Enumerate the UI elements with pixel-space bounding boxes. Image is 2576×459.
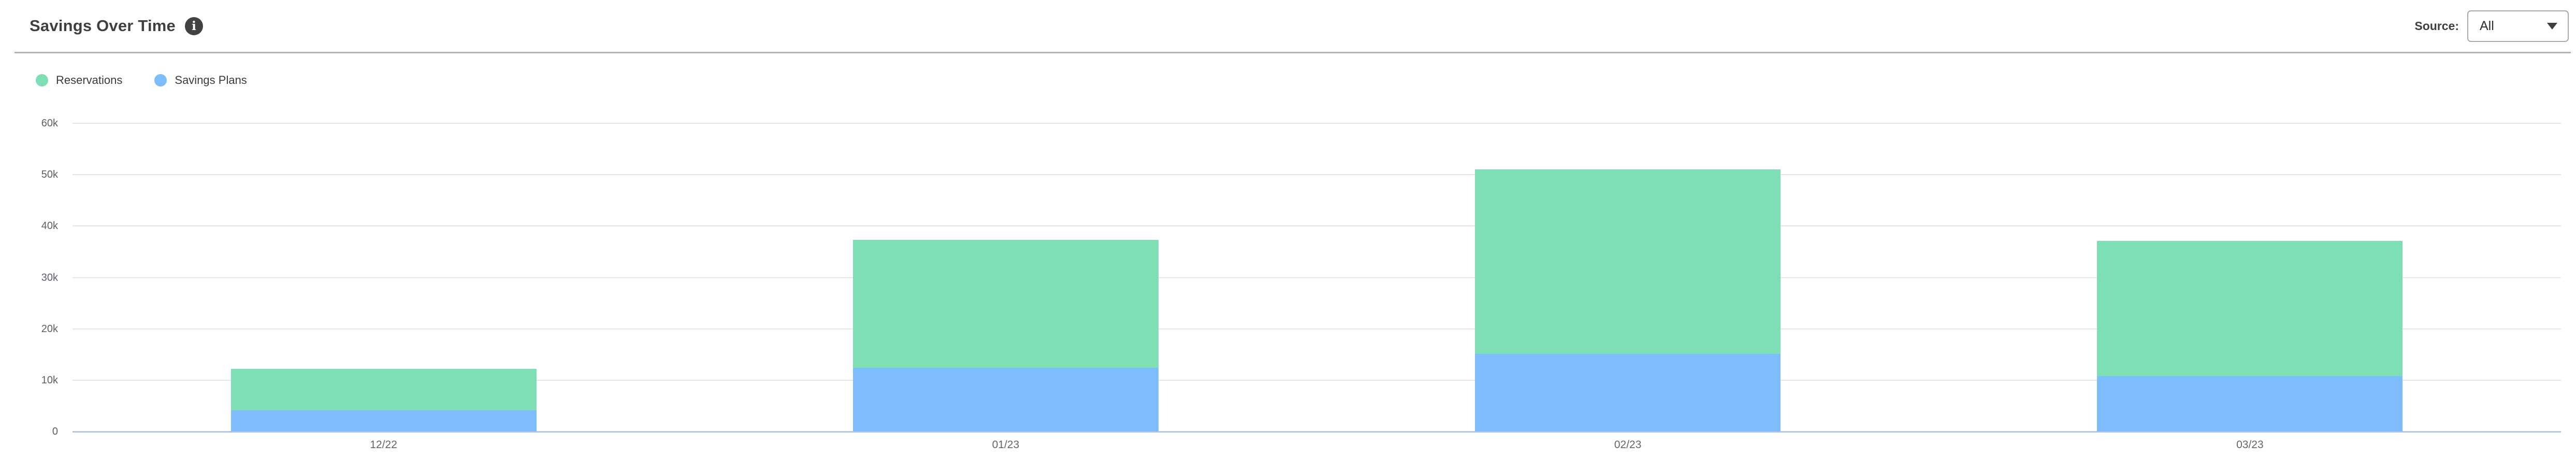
bar-segment-savings-plans-12-22[interactable]: [230, 410, 537, 432]
y-axis-tick-label-60k: 60k: [41, 118, 58, 129]
chart-legend: Reservations Savings Plans: [36, 74, 247, 87]
source-control: Source: All: [2414, 10, 2569, 42]
title-group: Savings Over Time i: [30, 17, 203, 35]
bar-segment-savings-plans-01-23[interactable]: [852, 368, 1159, 432]
x-axis-tick-label-03-23: 03/23: [2236, 439, 2264, 451]
bar-segment-reservations-02-23[interactable]: [1475, 169, 1781, 354]
bar-segment-reservations-01-23[interactable]: [852, 240, 1159, 368]
bar-segment-reservations-03-23[interactable]: [2097, 241, 2403, 376]
savings-plans-swatch-icon: [154, 74, 167, 87]
legend-item-reservations[interactable]: Reservations: [36, 74, 122, 87]
x-axis-tick-label-12-22: 12/22: [370, 439, 397, 451]
header-divider: [15, 52, 2571, 53]
x-axis-tick-label-02-23: 02/23: [1614, 439, 1642, 451]
source-label: Source:: [2414, 19, 2459, 33]
gridline-60k: [73, 123, 2561, 124]
page-title: Savings Over Time: [30, 17, 176, 35]
bar-segment-reservations-12-22[interactable]: [230, 369, 537, 411]
legend-label: Savings Plans: [175, 74, 247, 87]
y-axis-tick-label-20k: 20k: [41, 323, 58, 335]
y-axis-tick-label-50k: 50k: [41, 169, 58, 181]
legend-label: Reservations: [56, 74, 123, 87]
source-dropdown[interactable]: All: [2467, 10, 2569, 42]
gridline-50k: [73, 174, 2561, 176]
y-axis-tick-label-40k: 40k: [41, 220, 58, 232]
gridline-40k: [73, 225, 2561, 227]
source-dropdown-value: All: [2480, 18, 2494, 33]
x-axis-tick-label-01-23: 01/23: [992, 439, 1020, 451]
reservations-swatch-icon: [36, 74, 48, 87]
info-icon[interactable]: i: [184, 17, 203, 35]
bar-segment-savings-plans-03-23[interactable]: [2097, 376, 2403, 432]
bar-segment-savings-plans-02-23[interactable]: [1475, 354, 1781, 432]
y-axis-tick-label-10k: 10k: [41, 374, 58, 386]
chevron-down-icon: [2547, 22, 2557, 30]
widget-header: Savings Over Time i Source: All: [0, 0, 2576, 52]
legend-item-savings-plans[interactable]: Savings Plans: [154, 74, 247, 87]
y-axis-tick-label-0: 0: [52, 426, 58, 437]
y-axis-tick-label-30k: 30k: [41, 271, 58, 283]
